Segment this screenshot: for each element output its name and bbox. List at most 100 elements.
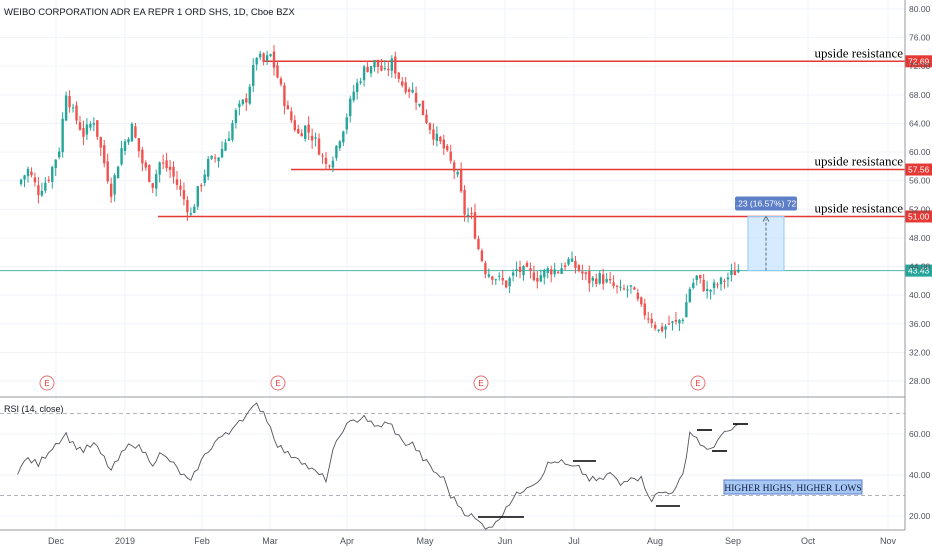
candle-body: [681, 319, 685, 321]
candle-body: [667, 323, 671, 325]
time-tick-label: Sep: [725, 536, 741, 546]
candle-body: [737, 269, 740, 273]
candle-body: [310, 135, 314, 141]
candle-body: [23, 175, 26, 180]
candle-body: [220, 149, 224, 158]
candle-body: [141, 149, 144, 164]
candle-body: [671, 321, 674, 323]
resistance-label: upside resistance: [815, 200, 904, 215]
candle-body: [657, 329, 660, 331]
candle-body: [636, 292, 640, 299]
time-tick-label: Jul: [568, 536, 580, 546]
candle-body: [601, 274, 605, 284]
resistance-label: upside resistance: [815, 45, 904, 60]
candle-body: [733, 270, 737, 276]
candle-body: [394, 56, 397, 74]
candle-body: [238, 103, 241, 108]
candle-body: [581, 271, 584, 274]
candle-body: [504, 280, 508, 288]
price-tick-label: 60.00: [909, 147, 931, 157]
candle-body: [342, 131, 345, 143]
candle-body: [449, 151, 452, 161]
candle-body: [213, 157, 217, 159]
candle-body: [570, 258, 574, 262]
candle-body: [560, 268, 563, 274]
candle-body: [584, 272, 588, 274]
candle-body: [193, 206, 196, 214]
candle-body: [650, 318, 653, 324]
earnings-marker-label: E: [695, 379, 700, 388]
candle-body: [380, 65, 383, 71]
candle-body: [446, 145, 449, 151]
candle-body: [494, 279, 497, 281]
candle-body: [463, 189, 466, 215]
candle-body: [432, 129, 435, 140]
candle-body: [71, 107, 75, 109]
candle-body: [286, 105, 290, 110]
rsi-bands: [0, 413, 905, 496]
candle-body: [168, 166, 172, 170]
rsi-annotation: HIGHER HIGHS, HIGHER LOWS: [724, 484, 861, 494]
candle-body: [33, 177, 37, 183]
candle-body: [612, 282, 615, 287]
price-tick-label: 52.00: [909, 204, 931, 214]
candle-body: [92, 123, 96, 125]
candle-body: [605, 278, 608, 283]
resistance-levels: upside resistance 72.69 upside resistance 5…: [0, 45, 932, 277]
candle-body: [518, 266, 522, 273]
candle-body: [647, 318, 650, 320]
measure-tool[interactable]: 7.23 (16.57%) 723: [731, 196, 801, 272]
candle-body: [688, 288, 692, 302]
candle-body: [345, 117, 348, 130]
candle-body: [78, 122, 82, 130]
time-tick-label: Nov: [880, 536, 897, 546]
resistance-label: upside resistance: [815, 154, 904, 169]
candle-body: [116, 166, 120, 179]
candle-body: [529, 268, 532, 271]
candle-body: [556, 271, 560, 273]
candle-body: [359, 81, 362, 83]
candle-body: [536, 277, 539, 282]
earnings-marker-label: E: [44, 379, 49, 388]
candle-body: [626, 289, 629, 291]
candle-body: [591, 277, 594, 281]
candle-body: [622, 288, 626, 290]
candle-body: [96, 120, 99, 137]
resistance-badge-label: 57.56: [908, 165, 930, 175]
candle-body: [532, 272, 536, 281]
candle-body: [418, 103, 421, 106]
candle-body: [491, 276, 494, 280]
candle-body: [435, 133, 439, 141]
candle-body: [373, 60, 376, 68]
candle-body: [265, 55, 269, 61]
candle-body: [120, 148, 123, 165]
candle-body: [598, 273, 601, 284]
rsi-annotation-box: [723, 479, 863, 495]
price-tick-label: 64.00: [909, 118, 931, 128]
candle-body: [155, 174, 158, 189]
resistance-badge: [905, 210, 932, 223]
candle-body: [397, 72, 400, 79]
candle-body: [189, 213, 193, 215]
candle-body: [113, 175, 116, 195]
candle-body: [248, 86, 251, 104]
candle-body: [487, 274, 491, 277]
candle-body: [362, 66, 366, 81]
candle-body: [546, 268, 549, 274]
candle-body: [349, 98, 352, 117]
candle-body: [723, 280, 726, 282]
price-tick-label: 36.00: [909, 319, 931, 329]
candle-body: [699, 274, 702, 279]
earnings-marker: [270, 375, 286, 391]
candle-body: [477, 238, 480, 250]
candle-body: [103, 145, 106, 164]
resistance-badge-label: 72.69: [908, 56, 930, 66]
candle-body: [82, 128, 85, 137]
resistance-badge: [905, 55, 932, 68]
candle-body: [439, 136, 442, 142]
candle-body: [730, 270, 733, 276]
price-tick-label: 48.00: [909, 233, 931, 243]
candle-body: [40, 190, 44, 196]
candle-body: [51, 167, 54, 182]
